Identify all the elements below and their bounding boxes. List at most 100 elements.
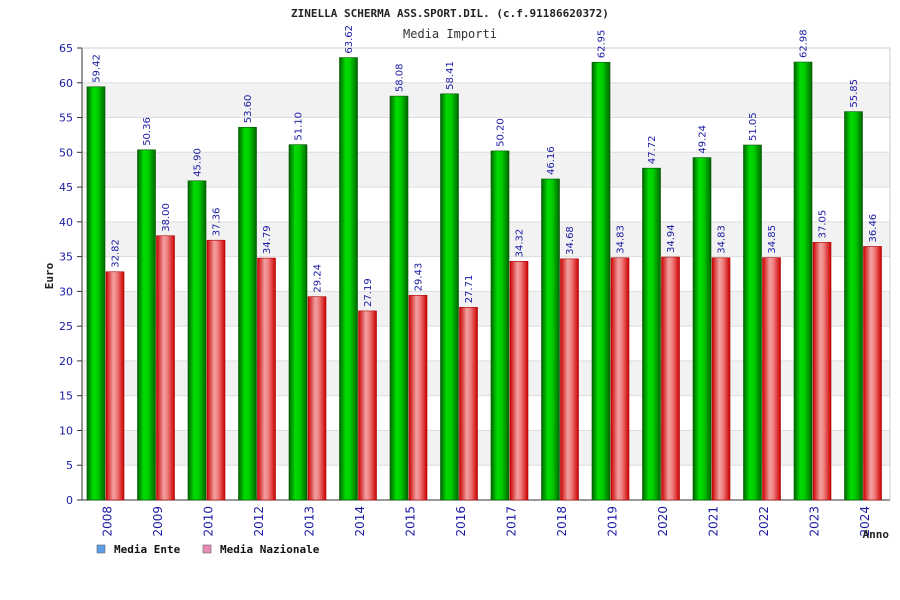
bar-media-nazionale-2023	[812, 242, 832, 501]
data-label: 34.83	[616, 225, 627, 254]
data-label: 34.68	[565, 226, 576, 255]
y-tick-label: 45	[59, 181, 73, 194]
y-tick-label: 10	[59, 424, 73, 437]
data-label: 49.24	[698, 125, 709, 154]
data-label: 63.62	[344, 25, 355, 54]
y-tick-label: 60	[59, 77, 73, 90]
bar-media-nazionale-2009	[156, 235, 175, 501]
bar-media-nazionale-2020	[661, 256, 680, 501]
x-tick-label: 2015	[403, 506, 417, 537]
y-tick-label: 15	[59, 390, 73, 403]
data-label: 27.19	[363, 278, 374, 307]
bar-media-nazionale-2019	[610, 257, 630, 501]
data-label: 51.05	[748, 112, 759, 141]
x-tick-label: 2022	[757, 506, 771, 537]
bar-media-nazionale-2022	[762, 257, 781, 501]
y-tick-label: 40	[59, 216, 73, 229]
bar-media-nazionale-2014	[358, 310, 377, 501]
legend-swatch	[96, 544, 106, 554]
bar-media-ente-2016	[440, 93, 459, 501]
bar-media-ente-2012	[238, 126, 257, 501]
x-axis-ticks: 2008 2009 2010 2012 2013 2014 2015 2016 2017 2018…	[100, 506, 872, 537]
x-axis-label: Anno	[863, 528, 890, 541]
grid-band	[82, 48, 890, 83]
bar-media-ente-2009	[137, 149, 156, 501]
y-tick-label: 25	[59, 320, 73, 333]
data-label: 34.83	[717, 225, 728, 254]
bar-media-ente-2018	[541, 178, 560, 501]
data-label: 51.10	[294, 112, 305, 141]
bars: 59.42 32.82 50.36 38.00 45.90 37.36 53.60 34.79…	[86, 25, 882, 501]
data-label: 55.85	[849, 79, 860, 108]
bar-media-ente-2008	[86, 86, 106, 501]
chart-title: ZINELLA SCHERMA ASS.SPORT.DIL. (c.f.9118…	[291, 7, 609, 20]
bar-media-nazionale-2012	[257, 257, 276, 501]
data-label: 45.90	[193, 148, 204, 177]
legend-label: Media Nazionale	[220, 543, 320, 556]
data-label: 32.82	[111, 239, 122, 268]
data-label: 34.85	[767, 225, 778, 254]
bar-media-nazionale-2015	[408, 295, 428, 501]
bar-media-nazionale-2008	[105, 271, 125, 501]
data-label: 53.60	[243, 95, 254, 124]
y-tick-label: 30	[59, 285, 73, 298]
data-label: 34.32	[515, 229, 526, 258]
grid-band	[82, 117, 890, 153]
legend: Media Ente Media Nazionale	[96, 543, 320, 556]
bar-media-ente-2020	[642, 167, 661, 501]
y-tick-label: 35	[59, 251, 73, 264]
x-tick-label: 2008	[100, 506, 114, 537]
x-tick-label: 2019	[605, 506, 619, 537]
bar-media-ente-2017	[490, 150, 510, 501]
data-label: 62.98	[799, 29, 810, 58]
data-label: 59.42	[92, 54, 103, 83]
bar-media-ente-2014	[339, 57, 358, 501]
legend-swatch	[202, 544, 212, 554]
x-tick-label: 2024	[858, 506, 872, 537]
data-label: 46.16	[546, 146, 557, 175]
bar-media-ente-2023	[793, 61, 813, 501]
x-tick-label: 2014	[353, 506, 367, 537]
y-tick-label: 0	[66, 494, 73, 507]
bar-media-nazionale-2017	[509, 261, 529, 501]
bar-media-ente-2024	[844, 111, 863, 501]
chart-subtitle: Media Importi	[403, 27, 497, 41]
bar-media-nazionale-2018	[560, 258, 579, 501]
data-label: 38.00	[161, 203, 172, 232]
data-label: 29.24	[313, 264, 324, 293]
y-axis-ticks: 0 5 10 15 20 25 30 35 40 45 50 55 60 65	[59, 42, 82, 507]
data-label: 50.20	[496, 118, 507, 147]
x-tick-label: 2021	[706, 506, 720, 537]
x-tick-label: 2009	[151, 506, 165, 537]
bar-media-nazionale-2021	[711, 257, 731, 501]
bar-media-ente-2021	[692, 157, 712, 501]
data-label: 34.94	[666, 224, 677, 253]
y-tick-label: 5	[66, 459, 73, 472]
bar-media-ente-2022	[743, 144, 762, 501]
data-label: 37.05	[818, 210, 829, 239]
data-label: 37.36	[212, 208, 223, 237]
bar-media-ente-2015	[389, 95, 409, 501]
x-tick-label: 2018	[555, 506, 569, 537]
bar-media-nazionale-2016	[459, 307, 478, 501]
data-label: 27.71	[464, 275, 475, 304]
data-label: 29.43	[414, 263, 425, 292]
bar-media-ente-2019	[591, 61, 611, 501]
bar-media-nazionale-2024	[863, 246, 882, 501]
y-tick-label: 55	[59, 112, 73, 125]
data-label: 50.36	[142, 117, 153, 146]
y-tick-label: 50	[59, 146, 73, 159]
data-label: 62.95	[597, 30, 608, 59]
x-tick-label: 2013	[302, 506, 316, 537]
data-label: 47.72	[647, 136, 658, 165]
data-label: 34.79	[262, 225, 273, 254]
y-axis-label: Euro	[43, 262, 56, 289]
y-tick-label: 20	[59, 355, 73, 368]
data-label: 58.08	[395, 63, 406, 92]
bar-media-nazionale-2013	[307, 296, 327, 501]
x-tick-label: 2012	[252, 506, 266, 537]
x-tick-label: 2010	[201, 506, 215, 537]
grid-band	[82, 82, 890, 118]
x-tick-label: 2023	[807, 506, 821, 537]
